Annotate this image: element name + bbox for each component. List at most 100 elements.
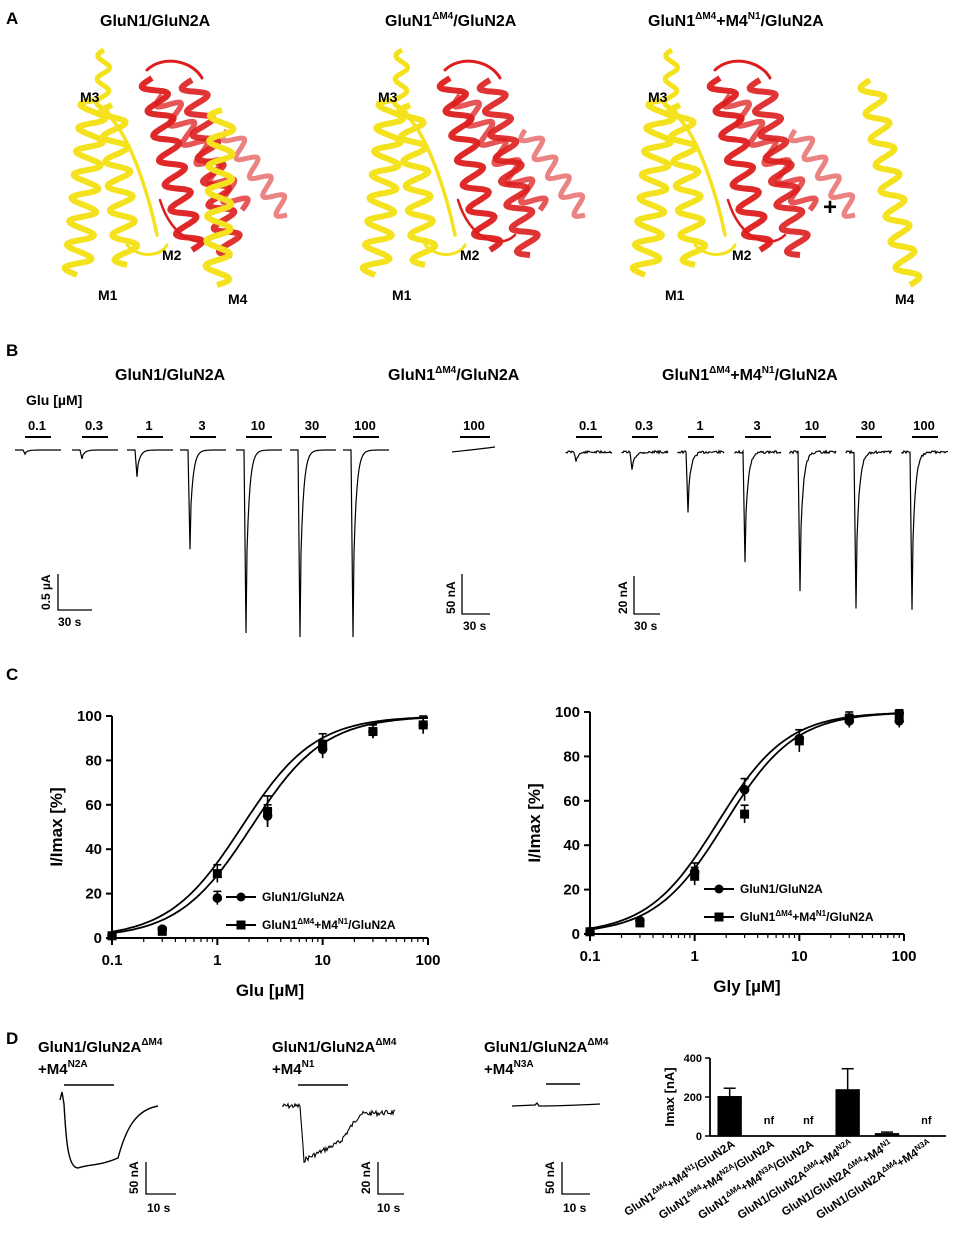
conc-label-wt: 30	[305, 418, 319, 433]
trace-wt	[15, 449, 61, 456]
glu-dose-response-chart: 0 20 40 60 80 100 0.1 1 10 100 Glu [µM] I/Imax [%]	[47, 708, 441, 1000]
y-tick-label: 60	[85, 797, 102, 814]
y-tick-label: 80	[563, 748, 580, 765]
trace-d3	[511, 1101, 601, 1107]
glun2a-loop	[456, 198, 517, 243]
trace-wt	[180, 449, 226, 550]
scale-d2-y: 20 nA	[359, 1161, 373, 1194]
structure-rescue	[629, 47, 923, 288]
trace-d3-label-1: GluN1/GluN2AΔM4	[484, 1037, 609, 1056]
conc-label-dm4: 100	[463, 418, 485, 433]
conc-label-wt: 0.1	[28, 418, 46, 433]
nf-label: nf	[803, 1115, 814, 1127]
glun1-loop	[125, 243, 169, 256]
label-m1-2: M1	[392, 287, 412, 303]
panel-d-traces	[59, 1083, 601, 1169]
x-tick-label: 0.1	[102, 952, 123, 969]
trace-d1-label-1: GluN1/GluN2AΔM4	[38, 1037, 163, 1056]
y-tick-label: 40	[563, 837, 580, 854]
trace-wt	[72, 449, 118, 460]
y-tick-label: 80	[85, 752, 102, 769]
x-tick-label: 100	[415, 952, 440, 969]
gly-dose-response-chart: 0 20 40 60 80 100 0.1 1 10 100 Gly [µM] I/Imax [%]	[525, 704, 917, 996]
data-point-square	[894, 709, 904, 719]
trace-d2-label-1: GluN1/GluN2AΔM4	[272, 1037, 397, 1056]
x-tick-label: 1	[213, 952, 221, 969]
glun1-helix	[665, 102, 709, 268]
free-m4-helix	[857, 77, 923, 288]
scale-bar-3	[633, 576, 660, 615]
legend-c2: GluN1/GluN2A GluN1ΔM4+M4N1/GluN2A	[704, 882, 874, 924]
current-traces: 0.1 0.3 1 3 10 30 100 100 0.1 0.3 1 3 10 30 100	[15, 418, 949, 638]
conc-label-wt: 3	[198, 418, 205, 433]
conc-label-rescue: 1	[696, 418, 703, 433]
glun2a-helix	[138, 75, 206, 253]
x-axis-label: Gly [µM]	[713, 977, 780, 996]
trace-dm4	[451, 446, 496, 453]
glun1-helix	[359, 97, 407, 278]
scale-d2-x: 10 s	[377, 1201, 401, 1215]
panel-d-letter: D	[6, 1029, 18, 1048]
trace-rescue	[565, 449, 613, 462]
scale-3-x: 30 s	[634, 619, 658, 633]
legend-c1: GluN1/GluN2A GluN1ΔM4+M4N1/GluN2A	[226, 890, 396, 932]
glun2a-helix	[518, 128, 586, 219]
legend-c1-rescue: GluN1ΔM4+M4N1/GluN2A	[262, 917, 396, 932]
glun2a-loop	[443, 59, 502, 80]
label-m2-1: M2	[162, 247, 182, 263]
label-m1-1: M1	[98, 287, 118, 303]
scale-d3-x: 10 s	[563, 1201, 587, 1215]
glun1-helix	[61, 97, 109, 278]
y-tick-label: 200	[684, 1092, 702, 1104]
data-point-square	[318, 740, 328, 750]
glun1-m4-helix	[202, 107, 237, 288]
glun2a-helix	[220, 128, 288, 219]
legend-c2-wt: GluN1/GluN2A	[740, 882, 823, 896]
glun2a-helix	[721, 93, 819, 212]
conc-label-rescue: 30	[861, 418, 875, 433]
glun2a-helix	[746, 77, 811, 258]
scale-bar-d3	[561, 1162, 590, 1195]
bar	[874, 1133, 900, 1136]
panel-a-title-2: GluN1ΔM4/GluN2A	[385, 11, 517, 30]
conc-label-rescue: 100	[913, 418, 935, 433]
fit-curve	[589, 712, 904, 930]
data-point-square	[212, 869, 222, 879]
glun1-loop	[398, 108, 457, 237]
y-axis-label: Imax [nA]	[662, 1067, 677, 1126]
data-point-square	[794, 736, 804, 746]
trace-wt	[127, 449, 173, 477]
trace-d3-label-2: +M4N3A	[484, 1059, 534, 1078]
scale-bar-d1	[145, 1162, 176, 1195]
x-tick-label: 0.1	[580, 948, 601, 965]
fit-curve	[111, 716, 429, 933]
data-point-square	[585, 927, 595, 937]
label-m4-1: M4	[228, 291, 248, 307]
data-point-circle	[739, 784, 750, 795]
bar	[835, 1089, 860, 1136]
y-tick-label: 100	[555, 704, 580, 721]
panel-a-title-1: GluN1/GluN2A	[100, 13, 211, 30]
conc-label-wt: 0.3	[85, 418, 103, 433]
scale-d1-x: 10 s	[147, 1201, 171, 1215]
data-point-circle	[212, 893, 223, 903]
glun1-loop	[100, 108, 159, 237]
trace-wt	[236, 449, 282, 634]
trace-rescue	[901, 449, 949, 610]
panel-a-title-3: GluN1ΔM4+M4N1/GluN2A	[648, 11, 824, 30]
x-tick-label: 1	[690, 948, 698, 965]
structure-wt	[61, 47, 288, 288]
label-m3-2: M3	[378, 89, 398, 105]
scale-bar-2	[461, 574, 490, 615]
trace-rescue	[621, 449, 669, 470]
glun1-loop	[668, 108, 727, 237]
trace-d2-label-2: +M4N1	[272, 1059, 315, 1078]
y-axis-label: I/Imax [%]	[525, 783, 544, 862]
glun2a-helix	[476, 77, 541, 258]
data-point-square	[740, 809, 750, 819]
data-point-square	[635, 918, 645, 928]
conc-label-rescue: 0.3	[635, 418, 653, 433]
label-m3-1: M3	[80, 89, 100, 105]
